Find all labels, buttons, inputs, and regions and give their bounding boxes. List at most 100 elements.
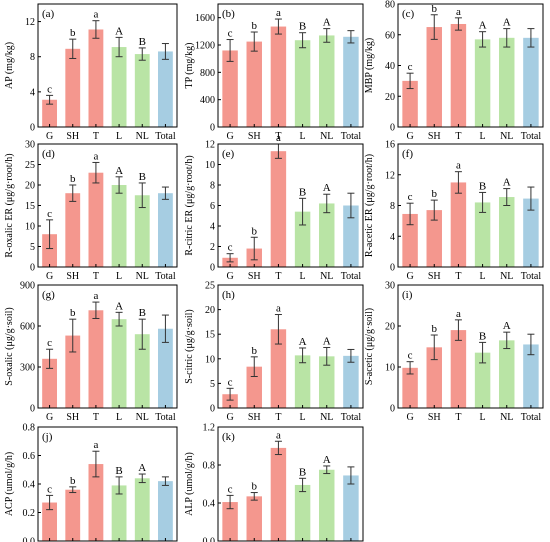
y-tick-label: 30 xyxy=(25,140,35,151)
bar-G xyxy=(42,502,57,541)
x-tick-label: T xyxy=(455,412,461,423)
significance-letter: b xyxy=(252,481,258,493)
y-tick-label: 80 xyxy=(385,0,395,11)
x-tick-label: NL xyxy=(320,412,333,423)
panel-label: (h) xyxy=(222,289,235,301)
y-tick-label: 5 xyxy=(210,379,215,390)
y-tick-label: 15 xyxy=(205,330,215,341)
x-tick-label: NL xyxy=(136,412,149,423)
bar-NL xyxy=(499,197,515,267)
x-tick-label: Total xyxy=(341,131,362,142)
significance-letter: A xyxy=(115,300,123,312)
y-tick-label: 60 xyxy=(385,30,395,41)
x-tick-label: SH xyxy=(66,412,79,423)
significance-letter: c xyxy=(228,376,233,388)
significance-letter: B xyxy=(115,465,122,477)
significance-letter: b xyxy=(70,173,76,185)
significance-letter: a xyxy=(93,290,98,302)
y-tick-label: 300 xyxy=(20,363,35,374)
x-tick-label: L xyxy=(116,131,122,142)
x-tick-label: L xyxy=(480,271,486,282)
significance-letter: c xyxy=(408,61,413,73)
significance-letter: B xyxy=(479,180,486,192)
y-tick-label: 1.2 xyxy=(203,423,216,434)
x-tick-label: NL xyxy=(136,271,149,282)
x-tick-label: SH xyxy=(66,271,79,282)
bar-T xyxy=(88,310,104,408)
x-tick-label: T xyxy=(275,412,281,423)
significance-letter: b xyxy=(70,27,76,39)
plot-frame xyxy=(217,284,364,409)
y-tick-label: 0.4 xyxy=(23,480,36,491)
panel-label: (j) xyxy=(42,431,53,443)
y-tick-label: 0 xyxy=(210,404,215,415)
bar-Total xyxy=(523,198,539,267)
significance-letter: c xyxy=(228,242,233,254)
bar-T xyxy=(270,26,287,127)
x-tick-label: L xyxy=(116,412,122,423)
x-tick-label: Total xyxy=(341,412,362,423)
y-tick-label: 10 xyxy=(205,354,215,365)
bar-L xyxy=(111,485,127,541)
significance-letter: c xyxy=(47,483,52,495)
y-axis-label: TP (mg/kg) xyxy=(184,42,195,88)
bar-L xyxy=(111,185,127,267)
plot-frame xyxy=(217,143,364,268)
bar-G xyxy=(222,257,238,267)
panel-label: (f) xyxy=(402,148,413,160)
y-tick-label: 0 xyxy=(30,404,35,415)
panel-label: (b) xyxy=(222,8,235,20)
bar-L xyxy=(294,484,311,541)
significance-letter: c xyxy=(408,191,413,203)
bar-L xyxy=(294,40,311,127)
bar-L xyxy=(474,39,491,127)
y-axis-label: S-oxalic (μg/g·soil) xyxy=(4,307,15,385)
significance-letter: a xyxy=(93,439,98,451)
x-tick-label: SH xyxy=(428,412,441,423)
x-tick-label: SH xyxy=(248,131,261,142)
significance-letter: c xyxy=(47,208,52,220)
y-tick-label: 0 xyxy=(30,123,35,134)
significance-letter: B xyxy=(479,330,486,342)
y-tick-label: 0 xyxy=(390,404,395,415)
chart-panel-4: c b a A B 0 5 10 15 20 25 30 G SH T L NL Total (d) R-oxalic… xyxy=(4,140,178,282)
y-tick-label: 6 xyxy=(210,201,215,212)
x-tick-label: NL xyxy=(500,131,513,142)
bar-T xyxy=(270,151,287,267)
bar-SH xyxy=(246,496,262,541)
y-tick-label: 0 xyxy=(210,123,215,134)
bar-NL xyxy=(134,334,150,408)
chart-panel-3: c b a A A 0 20 40 60 80 G SH T L NL Total (c) MBP (mg/kg) xyxy=(364,0,544,142)
bar-G xyxy=(222,50,238,127)
bar-T xyxy=(450,23,467,127)
significance-letter: c xyxy=(47,337,52,349)
plot-frame xyxy=(397,143,544,268)
plot-frame xyxy=(37,3,178,128)
bar-Total xyxy=(343,475,359,541)
bar-SH xyxy=(426,27,442,127)
x-tick-label: L xyxy=(300,412,306,423)
bar-T xyxy=(450,330,467,408)
panel-label: (k) xyxy=(222,431,235,443)
significance-letter: A xyxy=(503,177,511,189)
x-tick-label: SH xyxy=(428,131,441,142)
y-tick-label: 10 xyxy=(25,222,35,233)
bar-L xyxy=(294,355,311,408)
bar-SH xyxy=(65,335,81,408)
significance-letter: A xyxy=(115,165,123,177)
bar-L xyxy=(294,211,311,267)
y-tick-label: 20 xyxy=(205,305,215,316)
bar-T xyxy=(88,29,104,128)
y-tick-label: 10 xyxy=(205,160,215,171)
significance-letter: c xyxy=(228,28,233,40)
x-tick-label: Total xyxy=(521,271,542,282)
bar-L xyxy=(111,319,127,408)
x-tick-label: G xyxy=(226,131,233,142)
significance-letter: A xyxy=(299,336,307,348)
x-tick-label: L xyxy=(300,271,306,282)
y-tick-label: 0.8 xyxy=(203,461,216,472)
significance-letter: c xyxy=(228,483,233,495)
y-tick-label: 0 xyxy=(390,123,395,134)
significance-letter: A xyxy=(115,25,123,37)
x-tick-label: G xyxy=(226,412,233,423)
